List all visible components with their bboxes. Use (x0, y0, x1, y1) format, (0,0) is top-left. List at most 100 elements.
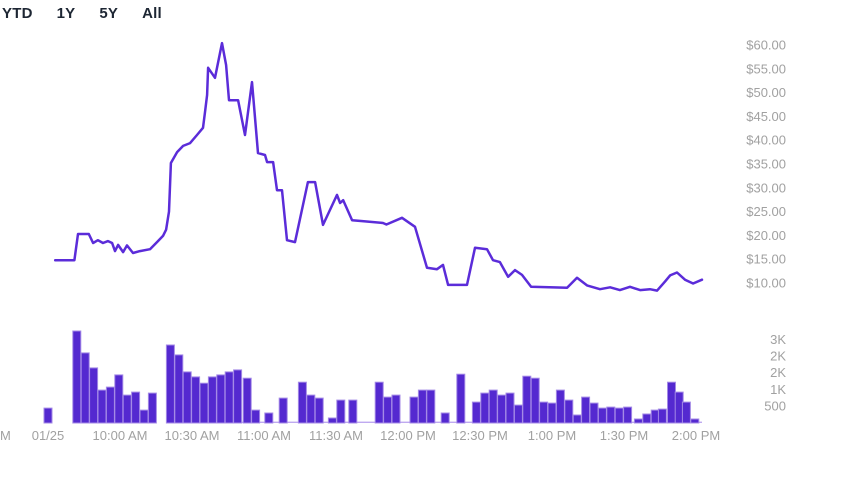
volume-bar (564, 399, 574, 424)
volume-bar (264, 412, 274, 424)
volume-bar (165, 344, 175, 424)
price-axis-label: $45.00 (746, 109, 786, 124)
x-axis: M 01/25 10:00 AM 10:30 AM 11:00 AM 11:30 AM 12… (0, 428, 720, 443)
volume-bars (43, 330, 700, 424)
range-option-5y[interactable]: 5Y (99, 5, 119, 22)
range-option-ytd[interactable]: YTD (2, 5, 33, 22)
price-axis-label: $50.00 (746, 85, 786, 100)
price-axis-label: $30.00 (746, 180, 786, 195)
volume-bar (278, 397, 288, 424)
volume-bar (348, 399, 358, 424)
volume-bar (513, 404, 523, 424)
volume-axis-label: 500 (764, 398, 786, 413)
price-line (53, 41, 704, 292)
volume-bar (383, 396, 393, 424)
volume-bar (480, 392, 490, 424)
volume-bar (456, 373, 466, 424)
volume-axis-label: 2K (770, 365, 786, 380)
volume-bar (426, 389, 436, 424)
volume-bar (242, 377, 252, 424)
volume-axis-label: 3K (770, 332, 786, 347)
volume-bar (667, 381, 676, 424)
volume-bar (623, 406, 633, 424)
volume-bar (497, 394, 507, 424)
volume-bar (327, 417, 337, 424)
volume-axis-label: 2K (770, 349, 786, 364)
range-option-1y[interactable]: 1Y (56, 5, 76, 22)
volume-bar (224, 371, 234, 424)
volume-bar (374, 381, 384, 424)
volume-bar (606, 406, 616, 424)
volume-bar (488, 389, 498, 424)
volume-bar (417, 389, 427, 424)
volume-bar (581, 396, 591, 424)
volume-bar (199, 382, 209, 424)
x-axis-label: 10:30 AM (165, 428, 220, 443)
volume-baseline-line (229, 421, 702, 423)
volume-bar (409, 396, 419, 424)
volume-bar (681, 401, 691, 424)
x-axis-label: 01/25 (32, 428, 65, 443)
price-axis: $60.00 $55.00 $50.00 $45.00 $40.00 $35.00 $30.… (746, 38, 786, 291)
volume-bar (105, 386, 115, 424)
volume-bar (131, 391, 141, 424)
volume-bar (633, 418, 643, 424)
volume-bar (336, 399, 346, 424)
volume-bar (97, 389, 107, 424)
volume-bar (306, 394, 316, 424)
price-line-path (53, 41, 704, 292)
volume-bar (89, 367, 99, 424)
volume-bar (72, 330, 82, 424)
volume-axis-label: 1K (770, 382, 786, 397)
x-axis-label: 12:30 PM (452, 428, 508, 443)
x-axis-label: 10:00 AM (93, 428, 148, 443)
volume-bar (539, 401, 549, 424)
volume-bar (471, 401, 481, 424)
x-axis-label: 1:00 PM (528, 428, 576, 443)
volume-bar (597, 407, 607, 424)
volume-bar (43, 407, 53, 424)
volume-baseline (229, 421, 702, 423)
x-axis-label: 1:30 PM (600, 428, 648, 443)
price-axis-label: $15.00 (746, 252, 786, 267)
volume-bar (216, 374, 226, 424)
price-axis-label: $35.00 (746, 157, 786, 172)
price-axis-label: $60.00 (746, 38, 786, 53)
x-axis-label: 11:00 AM (237, 428, 291, 443)
range-selector: YTD 1Y 5Y All (2, 5, 162, 22)
volume-bar (182, 371, 192, 424)
volume-bar (314, 397, 324, 424)
x-axis-label: 2:00 PM (672, 428, 720, 443)
volume-bar (522, 375, 532, 424)
x-axis-clipped-label: M (0, 428, 11, 443)
price-axis-label: $20.00 (746, 228, 786, 243)
range-option-all[interactable]: All (142, 5, 162, 22)
volume-bar (80, 352, 90, 424)
x-axis-label: 11:30 AM (309, 428, 363, 443)
volume-bar (139, 409, 149, 424)
volume-bar (642, 413, 652, 424)
volume-bar (122, 394, 132, 424)
volume-bar (555, 389, 565, 424)
volume-bar (297, 381, 307, 424)
volume-bar (391, 394, 401, 424)
volume-bar (589, 402, 599, 424)
volume-bar (114, 374, 124, 424)
volume-bar (191, 376, 201, 424)
volume-bar (174, 354, 184, 424)
volume-bar (657, 408, 667, 424)
volume-bar (614, 407, 624, 424)
volume-bar (530, 377, 540, 424)
volume-bar (547, 402, 557, 424)
volume-bar (147, 392, 157, 424)
volume-bar (505, 392, 515, 424)
price-axis-label: $10.00 (746, 276, 786, 291)
volume-bar (233, 369, 243, 424)
volume-bar (207, 376, 217, 424)
x-axis-label: 12:00 PM (380, 428, 436, 443)
price-axis-label: $25.00 (746, 204, 786, 219)
volume-bar (440, 412, 450, 424)
